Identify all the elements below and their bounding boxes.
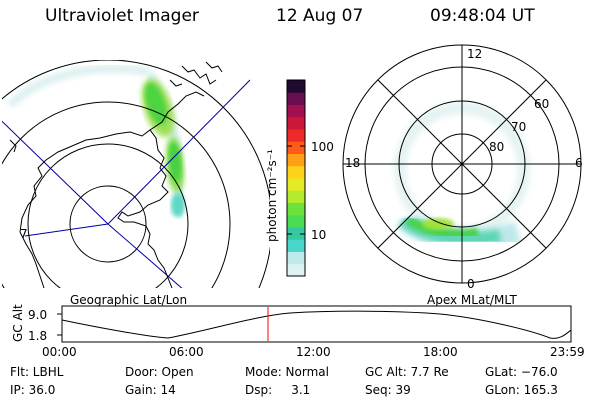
aurora-bright-patch xyxy=(168,142,182,182)
glon-info: GLon: 165.3 xyxy=(485,383,558,397)
mlt-label-6: 6 xyxy=(575,156,583,170)
timeline-x-tick-label: 06:00 xyxy=(169,345,204,359)
date-label: 12 Aug 07 xyxy=(276,6,364,26)
mlt-diagonal-line xyxy=(377,79,547,249)
colorbar-cell xyxy=(287,214,305,228)
filter-info: Flt: LBHL xyxy=(10,365,64,379)
colorbar-cell xyxy=(287,129,305,142)
colorbar-cell xyxy=(287,92,305,105)
timeline-x-tick-label: 23:59 xyxy=(550,345,585,359)
glat-info: GLat: −76.0 xyxy=(485,365,558,379)
colorbar-cell xyxy=(287,190,305,203)
polar-panel-label: Apex MLat/MLT xyxy=(427,293,517,307)
coastline xyxy=(149,91,205,131)
mlt-label-18: 18 xyxy=(345,156,361,170)
timeline-x-tick-label: 12:00 xyxy=(296,345,331,359)
ip-info: IP: 36.0 xyxy=(10,383,56,397)
altitude-curve xyxy=(61,310,572,339)
meridian-line xyxy=(24,223,109,237)
mlat-label-80: 80 xyxy=(489,140,505,154)
lat-circle xyxy=(69,185,147,263)
timeline-frame xyxy=(61,305,572,343)
colorbar-cell xyxy=(287,202,305,216)
instrument-title: Ultraviolet Imager xyxy=(45,6,199,26)
aurora-bright-patch xyxy=(422,218,454,230)
colorbar-cell xyxy=(287,116,305,130)
colorbar-frame xyxy=(286,79,306,277)
door-info: Door: Open xyxy=(125,365,194,379)
colorbar-cell xyxy=(287,227,305,240)
mlt-label-0: 0 xyxy=(467,277,475,291)
gc-alt-info: GC Alt: 7.7 Re xyxy=(365,365,449,379)
colorbar-cell xyxy=(287,178,305,191)
colorbar-cell xyxy=(287,263,305,277)
colorbar-tick-label-100: 100 xyxy=(311,140,334,154)
timeline-x-tick-label: 18:00 xyxy=(423,345,458,359)
seq-info: Seq: 39 xyxy=(365,383,411,397)
coastline xyxy=(169,79,183,87)
timeline-y-tick-label: 1.8 xyxy=(28,329,48,343)
colorbar-cell xyxy=(287,165,305,179)
meridian-line xyxy=(107,79,251,225)
geo-edge-label: 7 xyxy=(20,227,28,241)
gain-info: Gain: 14 xyxy=(125,383,176,397)
mode-info: Mode: Normal xyxy=(245,365,329,379)
lat-circle xyxy=(27,143,189,288)
colorbar-cell xyxy=(287,141,305,154)
geo-panel-label: Geographic Lat/Lon xyxy=(70,293,188,307)
coastline xyxy=(181,65,217,85)
timeline-axis-label: GC Alt xyxy=(11,304,25,342)
mlat-label-60: 60 xyxy=(534,97,550,111)
coastline xyxy=(205,61,223,73)
mlt-label-12: 12 xyxy=(467,47,483,61)
coastline xyxy=(19,231,45,288)
lat-circle xyxy=(2,101,231,288)
aurora-faint-patch xyxy=(171,193,185,217)
dsp-info: Dsp: 3.1 xyxy=(245,383,311,397)
aurora-bright-band xyxy=(405,216,480,239)
time-label: 09:48:04 UT xyxy=(430,6,535,26)
meridian-line xyxy=(107,223,183,288)
colorbar-tick-label-10: 10 xyxy=(311,228,327,242)
colorbar-cell xyxy=(287,251,305,265)
colorbar-cell xyxy=(287,239,305,252)
colorbar-cell xyxy=(287,104,305,118)
colorbar-cell xyxy=(287,80,305,93)
coastline xyxy=(19,129,173,288)
colorbar-cell xyxy=(287,153,305,167)
timeline-y-tick-label: 9.0 xyxy=(28,308,48,322)
aurora-faint-arc xyxy=(7,64,151,108)
coastline xyxy=(9,139,17,153)
mlat-label-70: 70 xyxy=(511,120,527,134)
timeline-x-tick-label: 00:00 xyxy=(42,345,77,359)
